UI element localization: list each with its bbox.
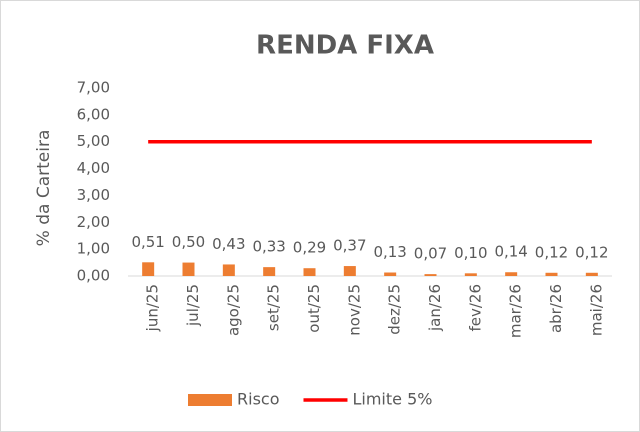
x-tick-label: nov/25 (345, 284, 363, 336)
data-label: 0,14 (494, 243, 527, 261)
legend-swatch (188, 394, 232, 406)
bar (222, 264, 235, 276)
y-tick-label: 1,00 (77, 240, 110, 258)
y-tick-label: 3,00 (77, 186, 110, 204)
data-label: 0,13 (373, 243, 406, 261)
bar (464, 273, 477, 276)
x-tick-label: jun/25 (144, 284, 162, 332)
legend-label: Risco (237, 390, 279, 409)
x-tick-label: mar/26 (507, 284, 525, 338)
y-axis-label: % da Carteira (34, 130, 54, 247)
legend-label: Limite 5% (352, 390, 432, 409)
x-tick-label: out/25 (305, 284, 323, 333)
x-tick-label: jan/26 (426, 284, 444, 332)
bar (585, 272, 598, 276)
y-tick-label: 0,00 (77, 267, 110, 285)
bar (343, 266, 356, 276)
y-tick-label: 7,00 (77, 79, 110, 97)
x-tick-label: set/25 (265, 284, 283, 331)
x-tick-label: fev/26 (466, 284, 484, 332)
x-tick-label: jul/25 (184, 284, 202, 327)
bar (505, 272, 518, 276)
y-tick-label: 2,00 (77, 213, 110, 231)
data-label: 0,43 (212, 235, 245, 253)
bar (545, 272, 558, 276)
x-tick-label: dez/25 (386, 284, 404, 335)
data-label: 0,29 (293, 239, 326, 257)
x-tick-label: mai/26 (587, 284, 605, 336)
bar (142, 262, 155, 276)
bar (384, 272, 397, 276)
data-label: 0,50 (172, 233, 205, 251)
x-tick-label: ago/25 (224, 284, 242, 336)
data-label: 0,51 (131, 233, 164, 251)
data-label: 0,12 (575, 243, 608, 261)
chart-title: RENDA FIXA (256, 31, 434, 61)
data-label: 0,07 (414, 245, 447, 263)
y-tick-label: 6,00 (77, 105, 110, 123)
bar (182, 262, 195, 276)
y-tick-label: 4,00 (77, 159, 110, 177)
bar (263, 267, 276, 276)
bar (303, 268, 316, 276)
bar (424, 274, 437, 276)
data-label: 0,10 (454, 244, 487, 262)
data-label: 0,37 (333, 237, 366, 255)
x-tick-label: abr/26 (547, 284, 565, 333)
data-label: 0,33 (252, 238, 285, 256)
data-label: 0,12 (535, 243, 568, 261)
y-tick-label: 5,00 (77, 132, 110, 150)
